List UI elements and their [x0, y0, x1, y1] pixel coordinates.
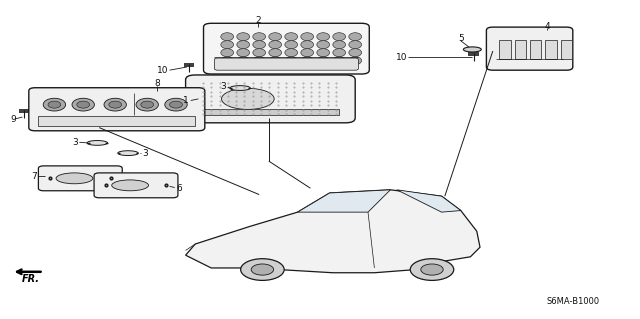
FancyBboxPatch shape [29, 88, 205, 131]
Bar [545, 40, 557, 59]
Ellipse shape [72, 98, 95, 111]
Ellipse shape [221, 48, 234, 57]
FancyBboxPatch shape [38, 166, 122, 191]
Text: 3: 3 [72, 138, 78, 147]
Ellipse shape [165, 98, 188, 111]
Ellipse shape [301, 48, 314, 57]
Ellipse shape [349, 33, 362, 41]
Ellipse shape [237, 56, 250, 64]
Text: 4: 4 [545, 22, 550, 31]
Ellipse shape [421, 264, 444, 275]
Text: S6MA-B1000: S6MA-B1000 [546, 297, 600, 306]
Ellipse shape [301, 33, 314, 41]
Ellipse shape [349, 41, 362, 48]
Text: 8: 8 [154, 79, 159, 88]
Ellipse shape [333, 56, 346, 64]
Ellipse shape [141, 101, 154, 108]
Ellipse shape [253, 56, 266, 64]
Ellipse shape [56, 173, 93, 184]
Ellipse shape [221, 88, 274, 109]
Ellipse shape [269, 33, 282, 41]
Polygon shape [186, 190, 480, 273]
Bar [499, 40, 511, 59]
Ellipse shape [349, 56, 362, 64]
Ellipse shape [170, 101, 182, 108]
Ellipse shape [109, 101, 122, 108]
FancyBboxPatch shape [186, 75, 355, 123]
Text: 3: 3 [142, 149, 148, 158]
Ellipse shape [333, 33, 346, 41]
Bar [561, 40, 572, 59]
Ellipse shape [237, 48, 250, 57]
Ellipse shape [317, 48, 330, 57]
Bar [38, 116, 195, 126]
Ellipse shape [253, 33, 266, 41]
Ellipse shape [269, 41, 282, 48]
Bar [515, 40, 526, 59]
Ellipse shape [285, 33, 298, 41]
Ellipse shape [221, 56, 234, 64]
Ellipse shape [333, 48, 346, 57]
FancyBboxPatch shape [204, 23, 369, 74]
Text: 10: 10 [396, 53, 407, 62]
Polygon shape [298, 190, 390, 212]
Ellipse shape [112, 180, 148, 191]
Ellipse shape [237, 41, 250, 48]
Ellipse shape [349, 48, 362, 57]
FancyBboxPatch shape [486, 27, 573, 70]
Text: FR.: FR. [22, 274, 40, 284]
Ellipse shape [77, 101, 90, 108]
Ellipse shape [301, 41, 314, 48]
Ellipse shape [230, 86, 250, 91]
Ellipse shape [253, 48, 266, 57]
Ellipse shape [251, 264, 274, 275]
Ellipse shape [317, 33, 330, 41]
Text: 6: 6 [176, 184, 182, 193]
Ellipse shape [104, 98, 127, 111]
Ellipse shape [237, 33, 250, 41]
FancyBboxPatch shape [94, 173, 178, 198]
Text: 1: 1 [183, 96, 189, 105]
Ellipse shape [285, 48, 298, 57]
Polygon shape [397, 190, 461, 212]
Text: 7: 7 [31, 172, 37, 181]
Ellipse shape [410, 259, 454, 280]
Text: 5: 5 [458, 34, 463, 43]
Ellipse shape [317, 41, 330, 48]
Bar [202, 109, 339, 115]
Ellipse shape [253, 41, 266, 48]
Text: 9: 9 [10, 115, 16, 124]
Ellipse shape [285, 41, 298, 48]
Ellipse shape [221, 33, 234, 41]
Ellipse shape [221, 41, 234, 48]
Ellipse shape [118, 151, 138, 156]
Text: 3: 3 [220, 82, 226, 91]
Ellipse shape [43, 98, 65, 111]
Ellipse shape [241, 259, 284, 280]
Ellipse shape [87, 140, 108, 145]
Bar [530, 40, 541, 59]
Ellipse shape [269, 56, 282, 64]
FancyBboxPatch shape [214, 58, 358, 70]
Ellipse shape [317, 56, 330, 64]
Text: 10: 10 [157, 66, 168, 75]
Ellipse shape [333, 41, 346, 48]
Ellipse shape [48, 101, 61, 108]
Ellipse shape [136, 98, 158, 111]
Text: 2: 2 [255, 16, 260, 25]
Ellipse shape [285, 56, 298, 64]
Ellipse shape [463, 47, 481, 52]
Ellipse shape [269, 48, 282, 57]
Ellipse shape [301, 56, 314, 64]
